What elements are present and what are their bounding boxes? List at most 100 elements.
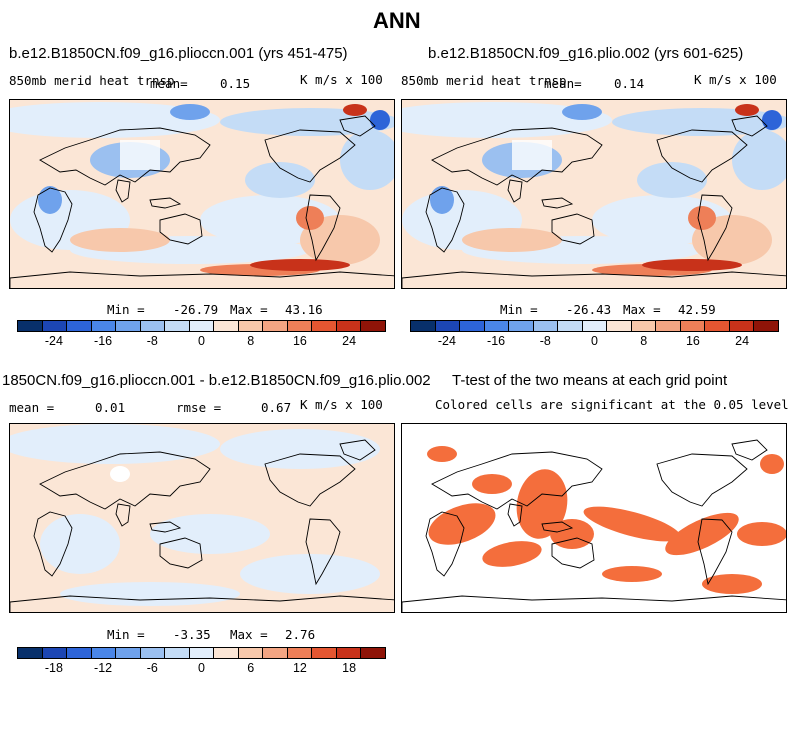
panel1-mean-label: mean= bbox=[150, 76, 188, 91]
[object SVGSVGElement] bbox=[250, 259, 350, 271]
panel2-variable-label: 850mb merid heat trnsp bbox=[401, 73, 567, 88]
colorbar-swatch bbox=[238, 648, 264, 658]
panel3-map bbox=[9, 423, 395, 613]
panel2-min-value: -26.43 bbox=[566, 302, 612, 317]
[object SVGSVGElement] bbox=[296, 206, 324, 230]
colorbar-swatch bbox=[67, 648, 92, 658]
coastline bbox=[656, 453, 748, 507]
colorbar-tick-label: 16 bbox=[292, 334, 307, 348]
coastline bbox=[339, 439, 376, 461]
panel3-colorbar bbox=[17, 647, 386, 659]
coastline bbox=[305, 518, 341, 586]
[object SVGSVGElement] bbox=[735, 104, 759, 116]
coastline bbox=[39, 127, 211, 186]
coastline bbox=[305, 194, 341, 262]
[object SVGSVGElement] bbox=[70, 228, 170, 252]
coastline bbox=[10, 595, 394, 612]
colorbar-tick-label: 24 bbox=[735, 334, 750, 348]
colorbar-tick-label: 6 bbox=[247, 661, 255, 675]
colorbar-tick-label: -24 bbox=[437, 334, 456, 348]
colorbar-swatch bbox=[18, 648, 43, 658]
[object SVGSVGElement] bbox=[220, 429, 380, 469]
[object SVGSVGElement] bbox=[402, 102, 612, 138]
colorbar-swatch bbox=[435, 321, 461, 331]
panel2-units: K m/s x 100 bbox=[694, 72, 777, 87]
[object SVGSVGElement] bbox=[40, 514, 120, 574]
colorbar-tick-label: 24 bbox=[342, 334, 357, 348]
colorbar-swatch bbox=[214, 648, 239, 658]
[object SVGSVGElement] bbox=[762, 110, 782, 130]
[object SVGSVGElement] bbox=[562, 104, 602, 120]
panel2-max-value: 42.59 bbox=[678, 302, 716, 317]
panel2-map-svg bbox=[402, 100, 786, 288]
colorbar-swatch bbox=[116, 321, 141, 331]
colorbar-tick-label: 8 bbox=[247, 334, 255, 348]
colorbar-swatch bbox=[460, 321, 485, 331]
[object SVGSVGElement] bbox=[340, 130, 394, 190]
panel1-variable-label: 850mb merid heat trnsp bbox=[9, 73, 175, 88]
panel1-max-label: Max = bbox=[230, 302, 268, 317]
colorbar-swatch bbox=[91, 321, 117, 331]
panel3-min-value: -3.35 bbox=[173, 627, 211, 642]
colorbar-tick-label: 16 bbox=[685, 334, 700, 348]
colorbar-swatch bbox=[214, 321, 239, 331]
colorbar-tick-label: -6 bbox=[146, 661, 158, 675]
[object SVGSVGElement] bbox=[38, 186, 62, 214]
colorbar-swatch bbox=[312, 321, 337, 331]
panel3-units: K m/s x 100 bbox=[300, 397, 383, 412]
colorbar-swatch bbox=[91, 648, 117, 658]
coastline bbox=[264, 453, 356, 507]
panel1-map bbox=[9, 99, 395, 289]
[object SVGSVGElement] bbox=[245, 162, 315, 198]
colorbar-swatch bbox=[287, 321, 313, 331]
panel4-map bbox=[401, 423, 787, 613]
colorbar-swatch bbox=[42, 321, 68, 331]
colorbar-tick-label: -12 bbox=[94, 661, 113, 675]
coastline bbox=[149, 521, 182, 533]
panel2-mean-label: mean= bbox=[544, 76, 582, 91]
colorbar-swatch bbox=[631, 321, 657, 331]
colorbar-swatch bbox=[533, 321, 559, 331]
panel3-title: 1850CN.f09_g16.plioccn.001 - b.e12.B1850… bbox=[2, 372, 431, 389]
colorbar-swatch bbox=[484, 321, 510, 331]
figure-title: ANN bbox=[373, 8, 421, 33]
coastline bbox=[402, 595, 786, 612]
colorbar-tick-label: 18 bbox=[342, 661, 357, 675]
panel2-mean-value: 0.14 bbox=[614, 76, 645, 91]
colorbar-swatch bbox=[361, 321, 385, 331]
[object SVGSVGElement] bbox=[150, 514, 270, 554]
coastline bbox=[507, 179, 523, 203]
[object SVGSVGElement] bbox=[732, 130, 786, 190]
colorbar-swatch bbox=[729, 321, 755, 331]
panel3-rmse-label: rmse = bbox=[176, 400, 222, 415]
coastline bbox=[697, 194, 733, 262]
coastline bbox=[402, 271, 786, 288]
significant-cells bbox=[550, 519, 594, 549]
colorbar-swatch bbox=[18, 321, 43, 331]
coastline bbox=[425, 511, 465, 577]
significant-cells bbox=[737, 522, 786, 546]
colorbar-tick-label: 0 bbox=[198, 661, 205, 675]
panel3-max-value: 2.76 bbox=[285, 627, 316, 642]
significant-cells bbox=[665, 512, 739, 556]
colorbar-tick-label: 12 bbox=[292, 661, 307, 675]
panel2-title: b.e12.B1850CN.f09_g16.plio.002 (yrs 601-… bbox=[428, 45, 744, 62]
colorbar-swatch bbox=[263, 648, 288, 658]
panel4-title: T-test of the two means at each grid poi… bbox=[452, 372, 728, 389]
panel1-min-value: -26.79 bbox=[173, 302, 219, 317]
[object SVGSVGElement] bbox=[60, 582, 240, 606]
coastline bbox=[10, 271, 394, 288]
colorbar-tick-label: -16 bbox=[487, 334, 506, 348]
[object SVGSVGElement] bbox=[240, 554, 380, 594]
coastline bbox=[541, 197, 574, 209]
colorbar-tick-label: -18 bbox=[44, 661, 63, 675]
colorbar-swatch bbox=[336, 648, 362, 658]
panel1-title: b.e12.B1850CN.f09_g16.plioccn.001 (yrs 4… bbox=[9, 45, 348, 62]
[object SVGSVGElement] bbox=[10, 102, 220, 138]
coastline bbox=[551, 213, 595, 245]
coastline bbox=[39, 451, 211, 510]
panel2-colorbar bbox=[410, 320, 779, 332]
coastline bbox=[431, 127, 603, 186]
colorbar-swatch bbox=[411, 321, 436, 331]
colorbar-swatch bbox=[263, 321, 288, 331]
